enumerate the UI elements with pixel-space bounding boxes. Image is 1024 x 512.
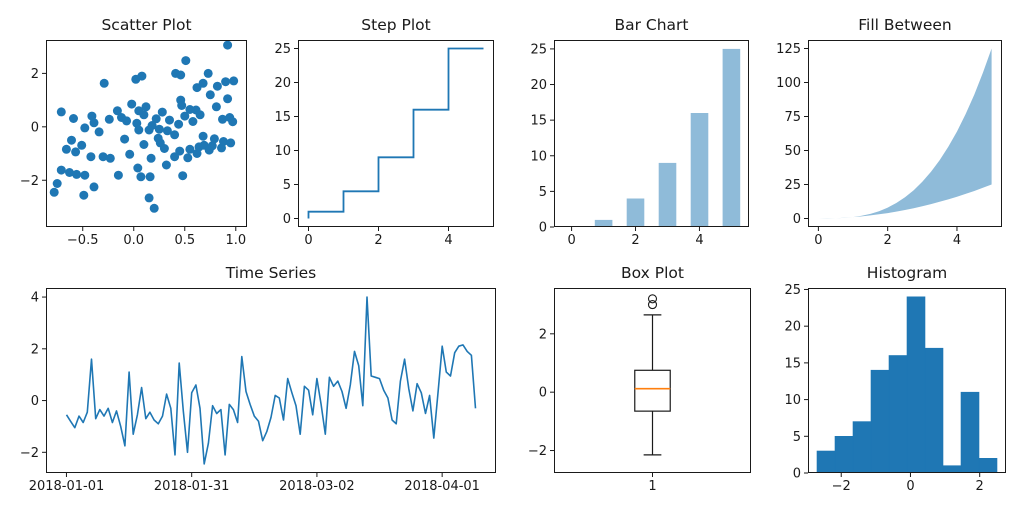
svg-text:−0.5: −0.5 [67, 233, 99, 248]
svg-text:2018-03-02: 2018-03-02 [279, 479, 355, 494]
chart-title: Box Plot [621, 264, 684, 282]
svg-text:5: 5 [793, 430, 801, 445]
subplot-bar-chart: Bar Chart 0 2 4 0 5 10 15 20 25 [509, 13, 759, 261]
subplot-histogram: Histogram −2 0 2 0 5 10 15 20 25 [763, 261, 1016, 507]
svg-text:2: 2 [631, 233, 639, 248]
svg-text:125: 125 [776, 42, 801, 57]
subplot-time-series: Time Series 2018-01-01 2018-01-31 2018-03-… [1, 261, 506, 507]
svg-text:0: 0 [31, 394, 39, 409]
svg-text:25: 25 [784, 283, 801, 298]
svg-text:0: 0 [304, 233, 312, 248]
subplot-box-plot: Box Plot 1 −2 0 2 [509, 261, 761, 507]
svg-text:25: 25 [274, 42, 291, 57]
svg-text:0.0: 0.0 [123, 233, 144, 248]
svg-text:0: 0 [539, 221, 547, 236]
time-series-canvas: 2018-01-01 2018-01-31 2018-03-02 2018-04-01… [20, 288, 496, 494]
chart-title: Step Plot [361, 16, 431, 34]
svg-text:0: 0 [814, 233, 822, 248]
svg-text:15: 15 [274, 110, 291, 125]
svg-text:15: 15 [530, 114, 547, 129]
svg-text:15: 15 [784, 356, 801, 371]
svg-text:2: 2 [31, 67, 39, 82]
svg-text:20: 20 [784, 320, 801, 335]
svg-text:0: 0 [31, 120, 39, 135]
svg-text:0: 0 [793, 212, 801, 227]
chart-title: Histogram [866, 264, 948, 282]
subplot-fill-between: Fill Between 0 2 4 0 25 50 75 100 125 [763, 13, 1012, 261]
svg-text:5: 5 [283, 178, 291, 193]
svg-text:10: 10 [530, 149, 547, 164]
svg-text:25: 25 [784, 178, 801, 193]
svg-text:2018-01-31: 2018-01-31 [154, 479, 230, 494]
svg-text:10: 10 [274, 144, 291, 159]
svg-text:2: 2 [374, 233, 382, 248]
subplot-step-plot: Step Plot 0 2 4 0 5 10 15 20 25 [253, 13, 504, 261]
svg-text:−2: −2 [832, 479, 851, 494]
svg-text:0: 0 [793, 467, 801, 482]
svg-text:2: 2 [884, 233, 892, 248]
svg-text:0: 0 [539, 386, 547, 401]
svg-text:10: 10 [784, 393, 801, 408]
svg-text:0: 0 [906, 479, 914, 494]
svg-text:−2: −2 [528, 444, 547, 459]
box-plot-canvas: 1 −2 0 2 [528, 288, 751, 494]
svg-text:2: 2 [976, 479, 984, 494]
svg-text:4: 4 [444, 233, 452, 248]
fill-between-canvas: 0 2 4 0 25 50 75 100 125 [776, 40, 1002, 248]
svg-text:0: 0 [283, 212, 291, 227]
svg-text:75: 75 [784, 110, 801, 125]
chart-title: Time Series [225, 264, 317, 282]
svg-text:−2: −2 [20, 446, 39, 461]
svg-text:2018-04-01: 2018-04-01 [404, 479, 480, 494]
svg-text:20: 20 [530, 78, 547, 93]
chart-title: Bar Chart [614, 16, 689, 34]
svg-text:0: 0 [567, 233, 575, 248]
svg-text:25: 25 [530, 42, 547, 57]
svg-text:4: 4 [31, 291, 39, 306]
svg-text:2018-01-01: 2018-01-01 [29, 479, 105, 494]
svg-text:4: 4 [695, 233, 703, 248]
svg-text:1.0: 1.0 [225, 233, 246, 248]
svg-text:−2: −2 [20, 174, 39, 189]
svg-text:20: 20 [274, 76, 291, 91]
svg-text:100: 100 [776, 76, 801, 91]
bar-chart-canvas: 0 2 4 0 5 10 15 20 25 [530, 40, 749, 248]
svg-text:4: 4 [953, 233, 961, 248]
svg-text:1: 1 [648, 479, 656, 494]
svg-text:2: 2 [539, 327, 547, 342]
svg-text:50: 50 [784, 144, 801, 159]
svg-text:5: 5 [539, 185, 547, 200]
scatter-plot-canvas: −0.5 0.0 0.5 1.0 −2 0 2 [20, 40, 247, 248]
subplot-scatter-plot: Scatter Plot −0.5 0.0 0.5 1.0 −2 0 2 [1, 13, 257, 261]
svg-text:2: 2 [31, 342, 39, 357]
chart-title: Scatter Plot [101, 16, 192, 34]
chart-title: Fill Between [858, 16, 952, 34]
step-plot-canvas: 0 2 4 0 5 10 15 20 25 [274, 40, 494, 248]
svg-text:0.5: 0.5 [174, 233, 195, 248]
